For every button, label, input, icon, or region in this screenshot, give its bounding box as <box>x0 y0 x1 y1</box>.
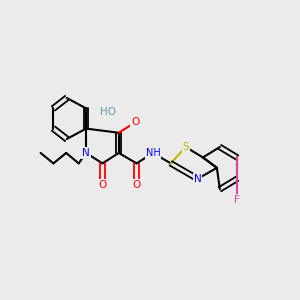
Text: HO: HO <box>100 107 116 117</box>
Text: N: N <box>82 148 90 158</box>
Text: NH: NH <box>146 148 160 158</box>
Text: O: O <box>131 117 139 128</box>
Text: O: O <box>98 180 106 190</box>
Text: N: N <box>194 174 201 184</box>
Text: S: S <box>182 142 189 152</box>
Text: O: O <box>133 180 141 190</box>
Text: F: F <box>234 195 240 205</box>
